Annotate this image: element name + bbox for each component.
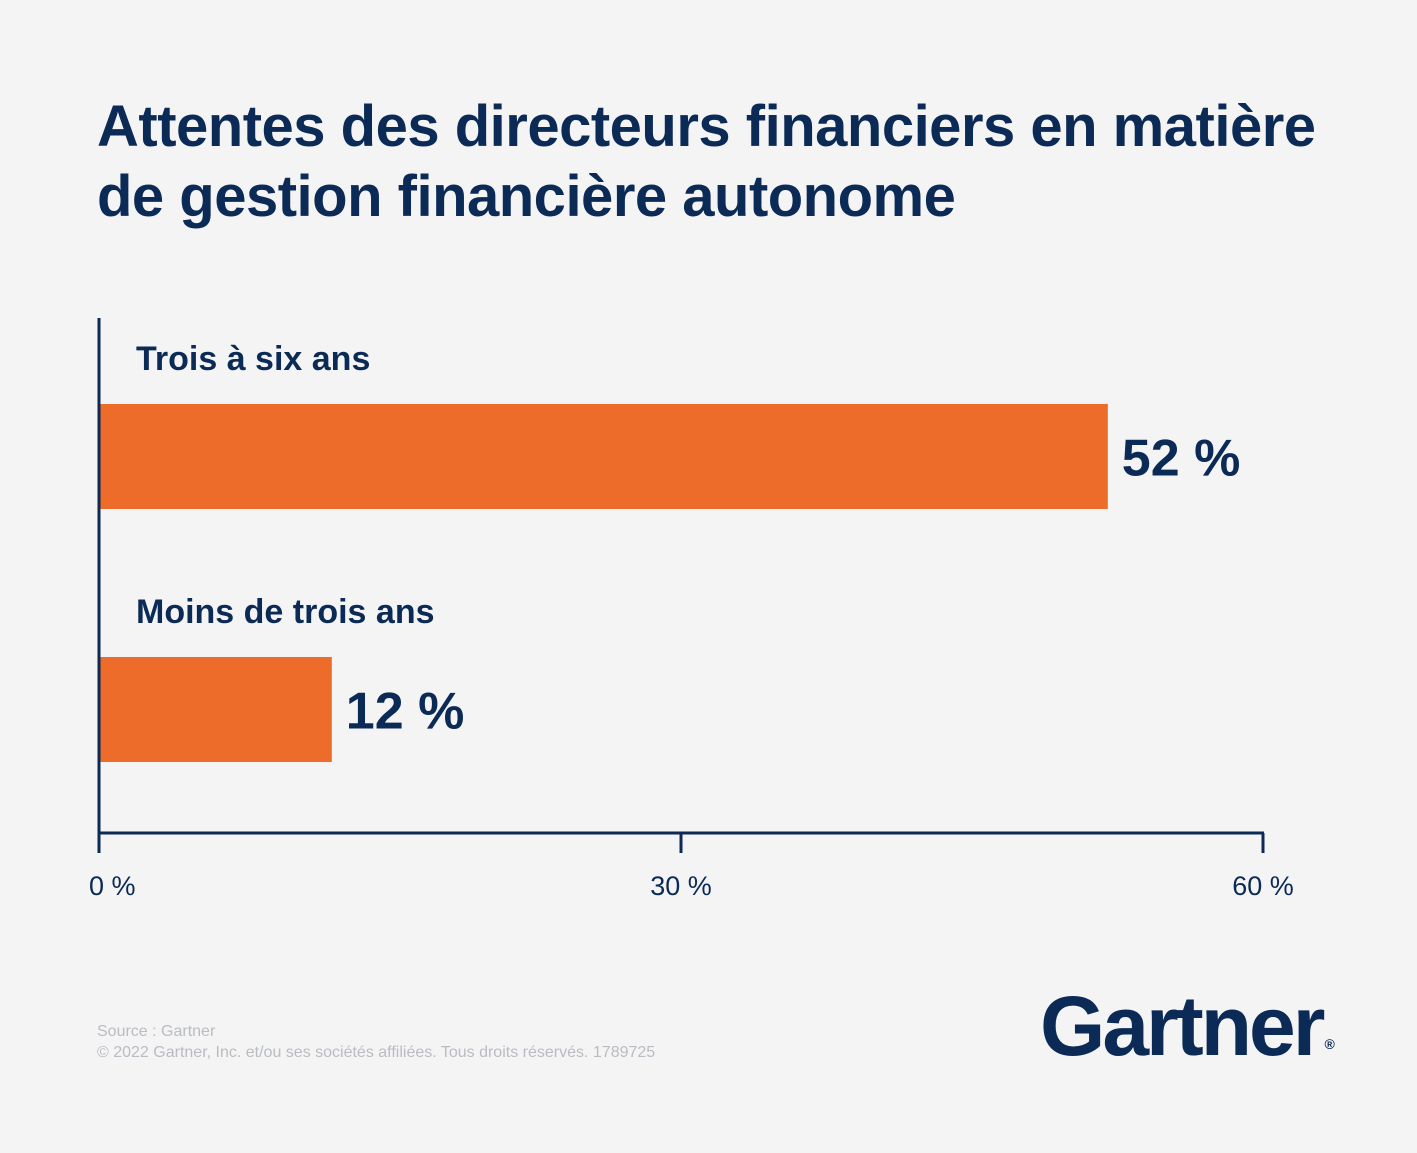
- chart-title: Attentes des directeurs financiers en ma…: [97, 94, 1316, 229]
- category-label: Moins de trois ans: [136, 593, 435, 631]
- bar-chart: Trois à six ans 52 % Moins de trois ans 12 …: [89, 318, 1294, 901]
- x-tick-label: 30 %: [650, 871, 712, 901]
- value-label: 12 %: [346, 683, 465, 741]
- logo-text: Gartner: [1040, 979, 1325, 1073]
- footer: Source : Gartner © 2022 Gartner, Inc. et…: [97, 1021, 655, 1063]
- bars-layer: Trois à six ans 52 % Moins de trois ans 12 …: [100, 340, 1241, 762]
- gartner-logo: Gartner ®: [1040, 978, 1335, 1098]
- registered-mark: ®: [1324, 1036, 1335, 1052]
- x-tick-label: 60 %: [1232, 871, 1294, 901]
- source-note: Source : Gartner: [97, 1023, 216, 1040]
- bar: [100, 657, 332, 762]
- copyright-note: © 2022 Gartner, Inc. et/ou ses sociétés …: [97, 1044, 656, 1061]
- ticks-layer: 0 % 30 % 60 %: [89, 833, 1294, 901]
- x-tick-label: 0 %: [89, 871, 136, 901]
- category-label: Trois à six ans: [136, 340, 370, 378]
- value-label: 52 %: [1122, 430, 1241, 488]
- bar: [100, 404, 1108, 509]
